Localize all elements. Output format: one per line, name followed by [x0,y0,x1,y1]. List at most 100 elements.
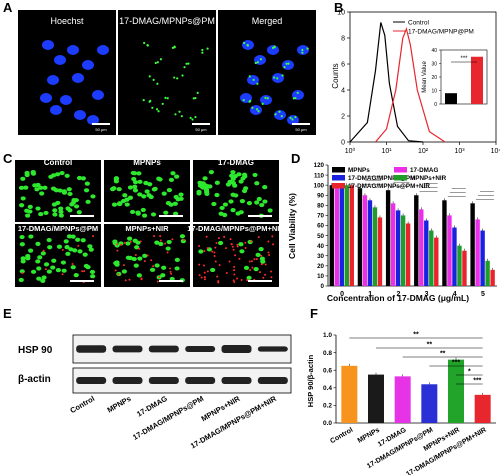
live-cell [259,256,265,261]
live-cell [19,234,25,240]
live-cell [170,171,176,176]
live-cell [202,176,208,181]
y-tick-label: 0.2 [323,403,332,410]
live-cell [126,236,133,241]
dead-cell [236,243,239,246]
live-cell [160,273,166,278]
panel-f-chart: 0.00.20.40.60.81.0 ************* HSP 90/… [306,332,496,475]
bar [344,185,349,286]
panel-b-inset: 0 10 20 30 40 Mean Value *** [422,48,488,108]
live-cell [137,256,143,261]
nanoparticle-dot [142,99,145,102]
live-cell [137,192,143,197]
dead-cell [169,267,172,270]
panel-c-letter: C [3,151,13,166]
live-cell [168,202,174,207]
nanoparticle-dot [159,58,162,61]
inset-y-tick-label: 10 [431,89,437,95]
live-cell [40,278,46,284]
y-tick-label: 70 [317,213,324,220]
dead-cell [213,251,216,254]
actin-band [185,377,216,384]
panel-c-label-mpnps-nir: MPNPs+NIR [125,224,169,233]
live-cell [204,189,210,195]
live-cell [43,262,50,267]
live-cell [18,277,24,283]
panel-c-label-17dmag-mpnps-pm: 17-DMAG/MPNPs@PM [18,224,98,233]
bar [490,269,495,286]
y-tick-label: 0.4 [323,385,332,392]
live-cell [166,239,172,245]
panel-c-label-17dmag-mpnps-pm-nir: 17-DMAG/MPNPs@PM+NIR [187,224,285,233]
live-cell [50,265,56,270]
panel-b-ylabel: Counts [331,63,340,88]
live-cell [241,172,248,177]
nanoparticle-dot [255,108,259,111]
live-cell [178,196,184,201]
nanoparticle-dot [278,110,281,113]
live-cell [238,242,244,247]
live-cell [83,263,89,269]
y-tick-label: 0.6 [323,367,332,374]
live-cell [20,176,26,181]
legend-label: 17-DMAG [410,167,438,174]
nanoparticle-dot [264,96,267,99]
dead-cell [200,276,203,279]
live-cell [37,255,43,260]
live-cell [61,190,68,195]
live-cell [52,208,58,213]
y-tick-label: 30 [317,253,324,260]
bar [442,200,447,286]
live-cell [23,185,29,190]
legend-treated: 17-DMAG/MPNP@PM [408,29,474,36]
live-cell [230,170,236,175]
nucleus [97,45,109,55]
live-cell [25,256,31,261]
live-cell [179,234,186,239]
live-cell [64,173,70,178]
bar [394,376,411,423]
live-cell [36,276,42,281]
nanoparticle-dot [191,118,194,121]
live-cell [198,249,204,254]
dead-cell [120,243,123,246]
bar [362,195,368,286]
significance-label: ** [413,332,419,339]
live-cell [46,269,52,274]
nanoparticle-dot [156,82,159,85]
x-tick-label: 10¹ [381,148,392,155]
bar [452,227,457,286]
dead-cell [122,264,125,267]
live-cell [238,179,244,184]
live-cell [239,198,245,204]
live-cell [152,186,158,192]
hsp90-band [148,345,179,353]
x-tick-label: 2 [396,291,400,298]
live-cell [218,240,224,246]
dead-cell [203,276,206,279]
live-cell [71,198,77,203]
dead-cell [244,241,247,244]
inset-bar [445,93,457,104]
y-tick-label: 50 [317,233,324,240]
nucleus [50,105,62,115]
live-cell [75,237,81,242]
significance-label: *** [452,360,460,367]
dead-cell [225,271,228,274]
band-label-hsp90: HSP 90 [18,345,53,356]
nanoparticle-dot [164,96,167,99]
dead-cell [169,270,172,273]
live-cell [55,268,61,273]
nanoparticle-dot [246,43,249,47]
inset-y-tick-label: 30 [431,62,437,68]
dead-cell [217,281,220,284]
y-tick-label: 8 [341,36,345,43]
dead-cell [171,238,174,241]
nanoparticle-dot [194,96,197,100]
live-cell [169,276,175,282]
inset-ylabel: Mean Value [422,61,428,93]
x-tick-label: 3 [425,291,429,298]
live-cell [255,252,261,257]
dead-cell [166,251,169,254]
live-cell [39,191,45,196]
